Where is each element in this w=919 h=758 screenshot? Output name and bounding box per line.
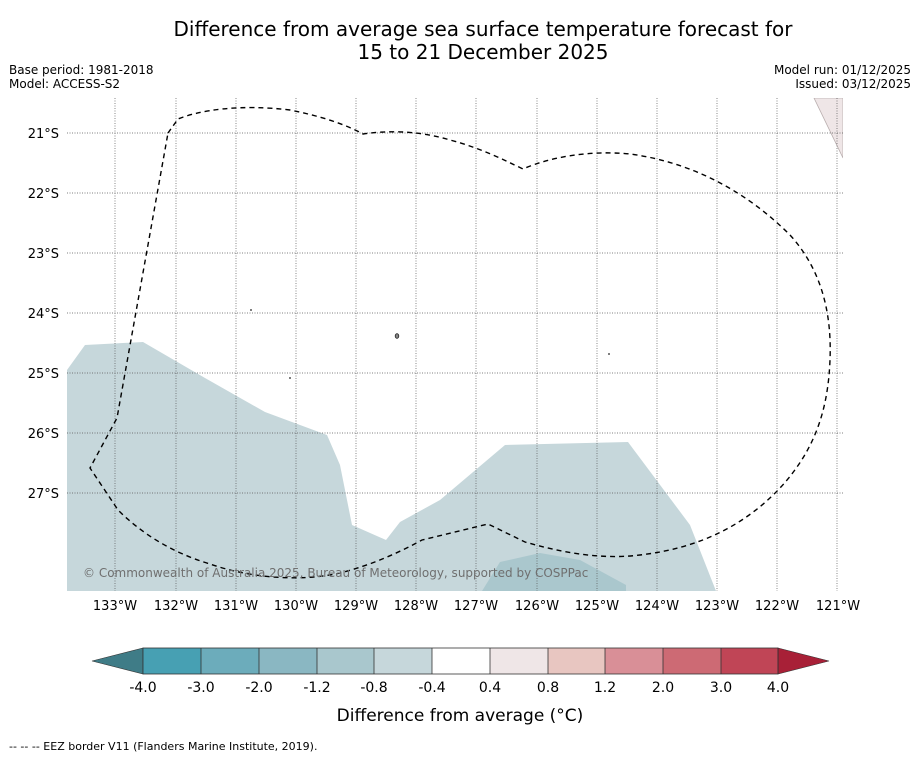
cool-anomaly-region — [67, 342, 716, 591]
colorbar-ticks: -4.0 -3.0 -2.0 -1.2 -0.8 -0.4 0.4 0.8 1.… — [129, 680, 789, 696]
colorbar-tick: -0.4 — [418, 680, 445, 696]
colorbar-tick: -0.8 — [360, 680, 387, 696]
colorbar-segment — [721, 648, 778, 674]
eez-border — [89, 106, 831, 579]
colorbar-segment — [548, 648, 605, 674]
lon-label: 129°W — [334, 599, 378, 614]
base-info: Base period: 1981-2018 Model: ACCESS-S2 — [9, 63, 154, 91]
lat-label: 25°S — [28, 367, 59, 382]
colorbar-min-extend — [91, 647, 144, 675]
eez-footnote: -- -- -- EEZ border V11 (Flanders Marine… — [9, 740, 318, 753]
graticule — [67, 98, 843, 591]
colorbar-max-extend — [777, 647, 830, 675]
lon-label: 126°W — [515, 599, 559, 614]
colorbar-segment — [317, 648, 374, 674]
colorbar-segment — [374, 648, 432, 674]
lon-label: 121°W — [816, 599, 860, 614]
cooler-patch — [482, 553, 626, 591]
colorbar-tick: 2.0 — [652, 680, 674, 696]
colorbar-segment — [259, 648, 317, 674]
colorbar-segment — [490, 648, 548, 674]
lon-label: 124°W — [635, 599, 679, 614]
colorbar-segment — [143, 648, 201, 674]
copyright-notice: © Commonwealth of Australia 2025, Bureau… — [83, 566, 588, 580]
lat-label: 23°S — [28, 247, 59, 262]
lat-label: 27°S — [28, 487, 59, 502]
issued-date: Issued: 03/12/2025 — [795, 77, 911, 91]
colorbar-tick: 4.0 — [767, 680, 789, 696]
colorbar-tick: -1.2 — [303, 680, 330, 696]
title-line-1: Difference from average sea surface temp… — [173, 17, 793, 41]
colorbar-tick: 1.2 — [594, 680, 616, 696]
lat-label: 24°S — [28, 307, 59, 322]
lat-label: 22°S — [28, 187, 59, 202]
colorbar-segment — [432, 648, 490, 674]
lat-label: 21°S — [28, 127, 59, 142]
lon-label: 128°W — [394, 599, 438, 614]
model-run: Model run: 01/12/2025 — [773, 63, 911, 77]
lon-label: 125°W — [575, 599, 619, 614]
colorbar-segment — [201, 648, 259, 674]
lon-label: 122°W — [755, 599, 799, 614]
latitude-labels: 21°S 22°S 23°S 24°S 25°S 26°S 27°S — [28, 127, 59, 502]
run-info: Model run: 01/12/2025 Issued: 03/12/2025 — [774, 63, 911, 91]
land-corner — [813, 98, 843, 159]
chart-title: Difference from average sea surface temp… — [0, 18, 919, 64]
lon-label: 123°W — [695, 599, 739, 614]
colorbar-tick: 3.0 — [710, 680, 732, 696]
longitude-labels: 133°W 132°W 131°W 130°W 129°W 128°W 127°… — [93, 599, 860, 614]
colorbar-tick: 0.4 — [479, 680, 501, 696]
islet — [289, 377, 291, 379]
colorbar-label: Difference from average (°C) — [337, 706, 584, 726]
title-line-2: 15 to 21 December 2025 — [357, 40, 609, 64]
colorbar-tick: -4.0 — [129, 680, 156, 696]
colorbar: -4.0 -3.0 -2.0 -1.2 -0.8 -0.4 0.4 0.8 1.… — [91, 647, 830, 726]
island — [394, 333, 400, 339]
islet — [250, 309, 252, 311]
lon-label: 127°W — [454, 599, 498, 614]
map-panel — [67, 98, 843, 591]
colorbar-tick: -3.0 — [187, 680, 214, 696]
lon-label: 133°W — [93, 599, 137, 614]
colorbar-tick: 0.8 — [537, 680, 559, 696]
model-name: Model: ACCESS-S2 — [9, 77, 121, 91]
base-period: Base period: 1981-2018 — [9, 63, 154, 77]
lon-label: 132°W — [154, 599, 198, 614]
meridians — [114, 98, 838, 591]
parallels — [67, 132, 843, 494]
lat-label: 26°S — [28, 427, 59, 442]
colorbar-outline — [142, 647, 779, 675]
lon-label: 130°W — [274, 599, 318, 614]
colorbar-tick: -2.0 — [245, 680, 272, 696]
colorbar-segment — [605, 648, 663, 674]
colorbar-segment — [663, 648, 721, 674]
lon-label: 131°W — [214, 599, 258, 614]
islet — [608, 353, 610, 355]
